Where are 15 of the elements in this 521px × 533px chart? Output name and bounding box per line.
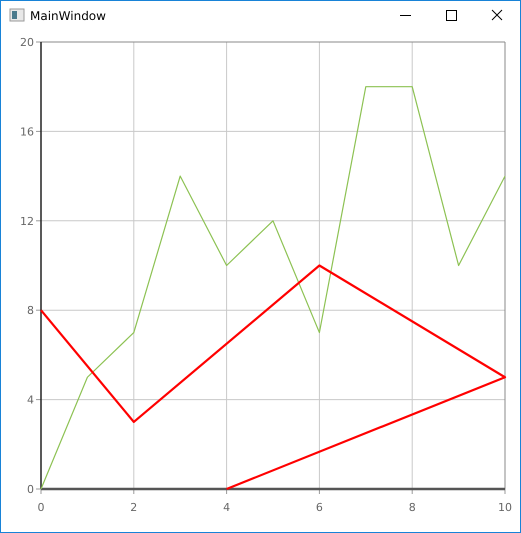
line-series — [40, 264, 506, 490]
x-tick-label: 2 — [130, 501, 138, 514]
x-tick-label: 8 — [408, 501, 416, 514]
x-tick-label: 10 — [498, 501, 512, 514]
y-tick-label: 0 — [27, 483, 34, 496]
chart-title: MainWindow — [30, 9, 106, 23]
y-tick-label: 8 — [27, 304, 34, 318]
y-tick-label: 16 — [20, 125, 34, 138]
y-tick-label: 4 — [27, 394, 34, 407]
y-tick-label: 12 — [20, 214, 34, 228]
x-tick-label: 0 — [38, 501, 44, 514]
line-series — [40, 86, 506, 490]
x-tick-label: 4 — [223, 501, 230, 514]
y-tick-label: 20 — [20, 36, 34, 49]
x-tick-label: 6 — [316, 501, 323, 514]
